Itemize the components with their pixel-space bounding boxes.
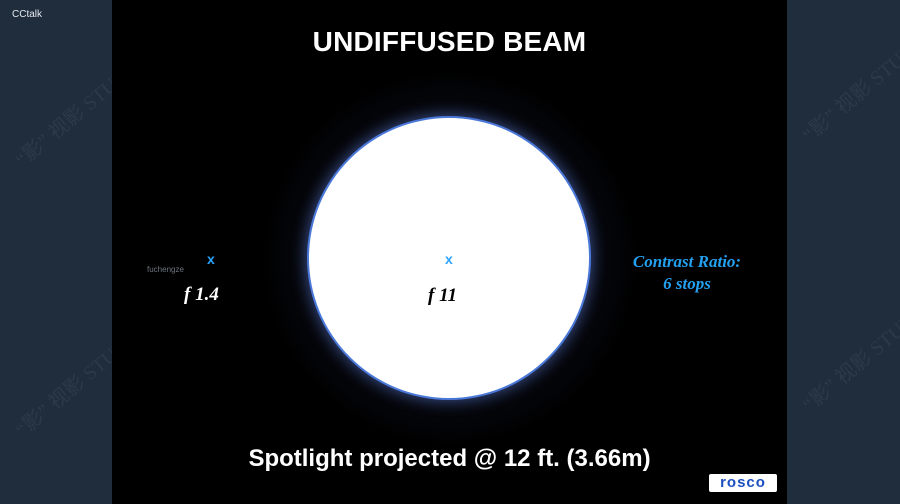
measure-marker-center: x bbox=[445, 251, 453, 267]
shared-slide: UNDIFFUSED BEAM fuchengze x x f 1.4 f 11… bbox=[112, 0, 787, 504]
left-side-panel bbox=[0, 0, 112, 504]
measure-marker-left: x bbox=[207, 251, 215, 267]
user-watermark-label: fuchengze bbox=[147, 265, 184, 274]
slide-title: UNDIFFUSED BEAM bbox=[312, 26, 587, 57]
slide-caption: Spotlight projected @ 12 ft. (3.66m) bbox=[248, 445, 651, 472]
fstop-center-label: f 11 bbox=[428, 285, 458, 306]
fstop-left-label: f 1.4 bbox=[184, 284, 219, 305]
right-side-panel bbox=[787, 0, 900, 504]
spotlight-beam bbox=[309, 118, 589, 398]
contrast-ratio-line1: Contrast Ratio: bbox=[632, 252, 742, 271]
app-title: CCtalk bbox=[12, 9, 43, 20]
contrast-ratio-note: Contrast Ratio: 6 stops bbox=[602, 251, 772, 295]
contrast-ratio-line2: 6 stops bbox=[663, 274, 711, 293]
rosco-logo: rosco bbox=[709, 474, 777, 492]
